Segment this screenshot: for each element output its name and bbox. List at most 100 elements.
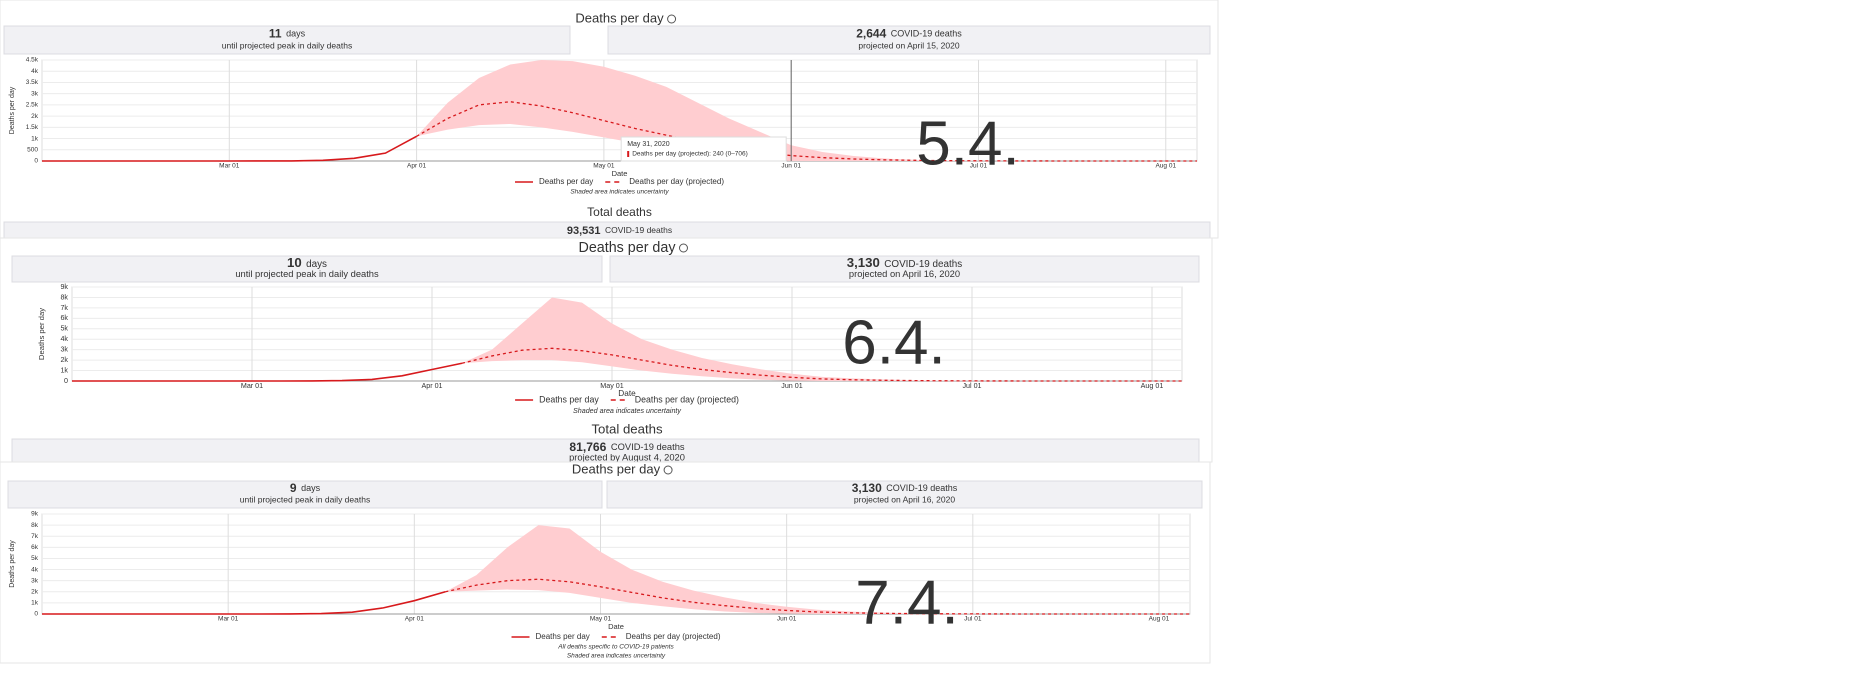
y-tick-label: 5k — [60, 325, 68, 333]
y-tick-label: 7k — [31, 533, 39, 540]
stat-unit: COVID-19 deaths — [884, 258, 962, 269]
x-axis-label: Date — [608, 622, 624, 631]
y-tick-label: 1.5k — [26, 124, 39, 131]
series-line — [42, 591, 446, 615]
x-tick-label: Mar 01 — [241, 382, 263, 390]
stat-box — [7, 480, 603, 509]
stat-headline: 10 days — [287, 255, 327, 272]
y-tick-label: 1k — [60, 366, 68, 374]
y-tick-label: 1k — [31, 135, 39, 142]
stat-caption: until projected peak in daily deaths — [235, 269, 379, 279]
series-line — [42, 135, 417, 162]
total-title: Total deaths — [591, 421, 663, 436]
legend-label: Deaths per day — [539, 394, 599, 404]
legend-label: Deaths per day — [539, 177, 593, 186]
tooltip-title: May 31, 2020 — [627, 141, 670, 148]
stat-headline: 2,644 COVID-19 deaths — [856, 26, 962, 43]
stat-value: 2,644 — [856, 27, 886, 41]
stat-value: 9 — [290, 481, 297, 495]
panel-number-label: 7.4. — [855, 568, 958, 637]
legend-label: Deaths per day (projected) — [629, 177, 724, 186]
x-tick-label: Jun 01 — [777, 616, 797, 623]
stat-unit: days — [301, 483, 321, 493]
stat-value: 3,130 — [852, 481, 882, 495]
legend: Deaths per day Deaths per day (projected) — [515, 177, 724, 186]
y-tick-label: 1k — [31, 600, 39, 607]
stat-caption: projected on April 16, 2020 — [849, 269, 960, 279]
info-icon — [663, 465, 673, 475]
y-tick-label: 9k — [31, 511, 39, 518]
stat-caption: until projected peak in daily deaths — [222, 40, 352, 50]
panel-number-label: 6.4. — [842, 308, 945, 377]
uncertainty-band — [416, 60, 1197, 161]
chart-note: Shaded area indicates uncertainty — [567, 653, 666, 660]
y-tick-label: 4k — [31, 68, 39, 75]
total-title: Total deaths — [587, 205, 652, 219]
tooltip-box — [620, 136, 787, 162]
x-tick-label: Jul 01 — [964, 616, 982, 623]
legend: Deaths per day Deaths per day (projected) — [515, 394, 739, 404]
chart-note: All deaths specific to COVID-19 patients — [557, 644, 674, 651]
y-tick-label: 8k — [31, 522, 39, 529]
y-tick-label: 6k — [60, 314, 68, 322]
y-tick-label: 9k — [60, 283, 68, 291]
x-tick-label: May 01 — [590, 616, 612, 623]
legend-label: Deaths per day — [536, 632, 590, 641]
series-line — [416, 101, 1197, 162]
panel-title: Deaths per day — [579, 240, 677, 256]
stat-box — [11, 255, 603, 283]
x-tick-label: Jul 01 — [962, 382, 981, 390]
stat-unit: COVID-19 deaths — [891, 29, 963, 39]
stat-caption: projected on April 15, 2020 — [858, 40, 959, 50]
y-tick-label: 0 — [64, 377, 68, 385]
y-tick-label: 3k — [31, 577, 39, 584]
y-tick-label: 7k — [60, 304, 68, 312]
stat-box — [606, 480, 1203, 509]
stat-value: 3,130 — [847, 255, 880, 270]
stat-caption: until projected peak in daily deaths — [240, 495, 370, 505]
stat-value: 11 — [269, 27, 282, 41]
x-tick-label: Jun 01 — [781, 163, 801, 170]
total-caption: projected by August 4, 2020 — [569, 452, 685, 462]
stat-unit: days — [286, 29, 306, 39]
stat-box — [607, 25, 1211, 55]
series-line — [72, 362, 463, 382]
x-tick-label: Apr 01 — [407, 163, 427, 170]
total-value: 81,766 — [569, 440, 606, 454]
stat-caption: projected on April 16, 2020 — [854, 495, 955, 505]
stat-headline: 3,130 COVID-19 deaths — [852, 480, 958, 497]
y-axis-label: Deaths per day — [9, 86, 16, 134]
y-axis-label: Deaths per day — [9, 540, 16, 588]
x-tick-label: May 01 — [600, 382, 623, 390]
y-tick-label: 2.5k — [26, 102, 39, 109]
x-tick-label: Jul 01 — [970, 163, 988, 170]
y-tick-label: 2k — [31, 588, 39, 595]
total-box — [11, 438, 1200, 464]
y-tick-label: 2k — [31, 113, 39, 120]
y-axis-label: Deaths per day — [37, 308, 46, 360]
stat-value: 10 — [287, 255, 302, 270]
panel-title: Deaths per day — [572, 461, 661, 476]
x-tick-label: Aug 01 — [1155, 163, 1176, 170]
x-tick-label: Apr 01 — [405, 616, 425, 623]
chart-note: Shaded area indicates uncertainty — [570, 189, 669, 196]
y-tick-label: 0 — [34, 158, 38, 165]
info-icon — [678, 243, 688, 253]
x-tick-label: Mar 01 — [219, 163, 240, 170]
y-tick-label: 6k — [31, 544, 39, 551]
x-tick-label: Aug 01 — [1141, 382, 1164, 390]
y-tick-label: 4.5k — [26, 57, 39, 64]
chart-note: Shaded area indicates uncertainty — [573, 407, 681, 415]
y-tick-label: 8k — [60, 293, 68, 301]
total-unit: COVID-19 deaths — [611, 442, 685, 452]
x-tick-label: May 01 — [593, 163, 615, 170]
y-tick-label: 3k — [31, 90, 39, 97]
y-tick-label: 0 — [34, 611, 38, 618]
y-tick-label: 3k — [60, 346, 68, 354]
x-tick-label: Jun 01 — [781, 382, 802, 390]
y-tick-label: 3.5k — [26, 79, 39, 86]
tooltip-text: Deaths per day (projected): 240 (0–706) — [632, 151, 748, 158]
stat-unit: days — [306, 258, 327, 269]
panel-title: Deaths per day — [575, 10, 664, 25]
tooltip-swatch — [627, 151, 630, 157]
